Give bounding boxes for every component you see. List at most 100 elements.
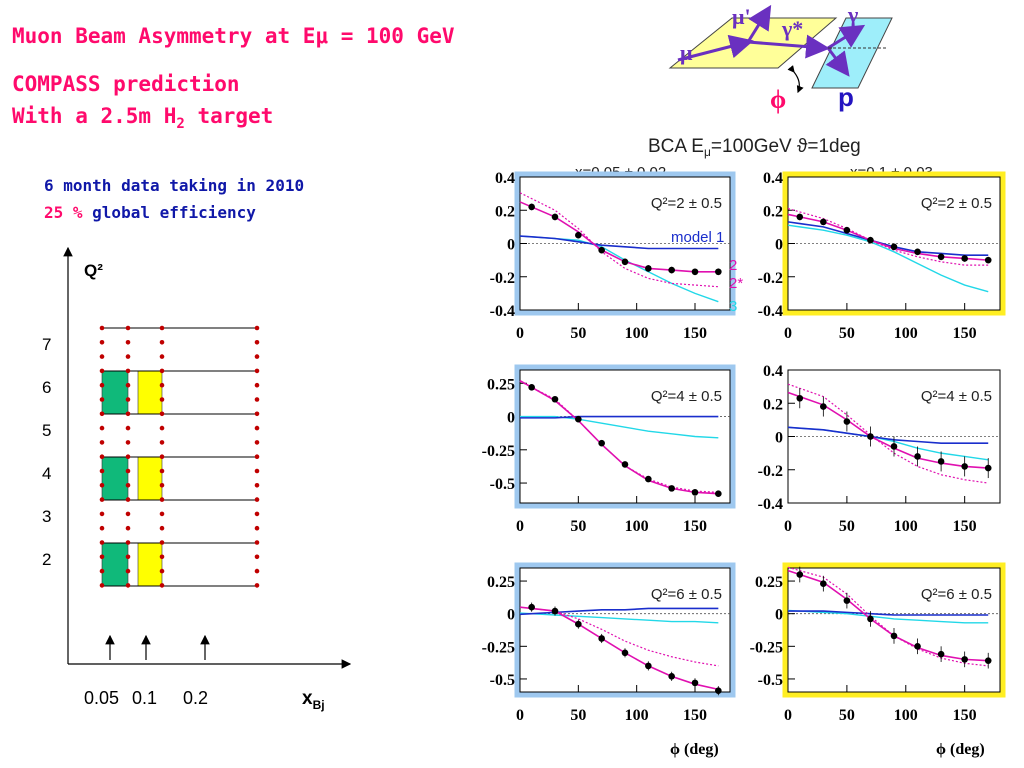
data-point bbox=[961, 255, 968, 262]
legend-model2: 2 bbox=[729, 257, 737, 274]
data-point bbox=[796, 394, 804, 402]
bin-boundary-dot bbox=[99, 568, 105, 574]
data-point bbox=[937, 458, 945, 465]
bin-boundary-dot bbox=[99, 525, 105, 531]
bin-boundary-dot bbox=[254, 368, 260, 374]
data-point bbox=[796, 571, 804, 578]
data-point bbox=[937, 253, 945, 261]
curve-model1 bbox=[787, 426, 989, 444]
data-point bbox=[645, 475, 652, 483]
panel-frame bbox=[782, 562, 1006, 698]
bin-boundary-dot bbox=[159, 368, 165, 374]
y-axis-label: Q² bbox=[84, 261, 103, 280]
bin-fill-2 bbox=[101, 456, 129, 501]
curve-model2 bbox=[519, 201, 719, 273]
bca-figure: BCA Eμ=100GeV ϑ=1deg x=0.05 ± 0.02 x=0.1… bbox=[482, 136, 1006, 758]
data-point bbox=[598, 635, 605, 642]
y-tick-label: -0.2 bbox=[758, 270, 783, 287]
muon-out-arrow bbox=[746, 4, 772, 43]
x-tick-label: 150 bbox=[953, 707, 977, 724]
bin-fill-3 bbox=[137, 456, 163, 501]
x-tick-label: 50 bbox=[570, 518, 586, 535]
curve-model1 bbox=[788, 610, 989, 616]
bin-fill-5 bbox=[137, 542, 163, 587]
bin-boundary-dot bbox=[125, 554, 131, 560]
bin-boundary-dot bbox=[125, 454, 131, 459]
data-point bbox=[621, 649, 629, 657]
y-tick-label: 3 bbox=[42, 507, 51, 526]
virtual-photon-label: γ* bbox=[781, 16, 803, 41]
data-point bbox=[820, 580, 827, 587]
panel-frame bbox=[514, 562, 736, 698]
y-tick-label: 0.4 bbox=[763, 363, 783, 380]
y-tick-label: -0.5 bbox=[490, 672, 515, 689]
y-tick-label: -0.4 bbox=[490, 303, 515, 320]
bin-fill-0 bbox=[101, 370, 129, 415]
bin-boundary-dot bbox=[159, 497, 165, 502]
x-tick-label: 0 bbox=[784, 325, 792, 342]
panel-q2-label: Q²=6 ± 0.5 bbox=[651, 586, 722, 603]
x-tick-label: 0 bbox=[516, 325, 524, 342]
data-point bbox=[937, 650, 945, 658]
data-point bbox=[645, 265, 652, 272]
bin-boundary-dot bbox=[254, 325, 260, 331]
info-efficiency: global efficiency bbox=[82, 203, 256, 222]
data-point bbox=[575, 415, 582, 423]
panel-q2-label: Q²=4 ± 0.5 bbox=[651, 388, 722, 405]
panel-frame bbox=[782, 171, 1006, 316]
panel-axes-box bbox=[519, 369, 731, 504]
photon-arrow bbox=[827, 24, 866, 50]
y-tick-label: 7 bbox=[42, 335, 51, 354]
curve-model1 bbox=[787, 221, 989, 256]
bin-boundary-dot bbox=[159, 411, 165, 417]
bin-boundary-dot bbox=[254, 554, 260, 560]
bin-boundary-dot bbox=[254, 511, 260, 517]
proton-label: p bbox=[838, 82, 854, 112]
kinematic-bins-plot: Q² 7 6 5 4 3 2 0.05 0.1 0.2 xBj bbox=[42, 246, 352, 712]
data-point bbox=[551, 607, 559, 615]
x-tick-label: 0 bbox=[784, 707, 792, 724]
bin-boundary-dot bbox=[159, 554, 165, 560]
data-point bbox=[961, 656, 968, 663]
y-tick-label: 6 bbox=[42, 378, 51, 397]
y-tick-label: 0.25 bbox=[755, 574, 783, 591]
y-tick-label: 0 bbox=[775, 237, 783, 254]
data-point bbox=[715, 268, 722, 276]
y-tick-label: -0.2 bbox=[490, 270, 515, 287]
x-tick-label: 50 bbox=[839, 707, 855, 724]
data-point bbox=[668, 673, 675, 680]
data-point bbox=[843, 226, 851, 234]
data-point bbox=[528, 603, 535, 611]
info-percent: 25 % bbox=[44, 203, 83, 222]
y-tick-label: 0.2 bbox=[763, 396, 783, 413]
panel-6: 0.25 0 -0.25 -0.5 0 50 100 150 Q²=6 ± 0.5 bbox=[750, 562, 1006, 724]
curve-model2 bbox=[519, 379, 719, 495]
curve-model3 bbox=[787, 609, 989, 624]
bin-boundary-dot bbox=[254, 440, 260, 445]
bin-boundary-dot bbox=[125, 468, 131, 474]
data-point bbox=[551, 395, 559, 403]
curve-model2 bbox=[787, 213, 989, 261]
y-tick-label: 0.25 bbox=[487, 574, 515, 591]
bin-boundary-dot bbox=[99, 468, 105, 474]
bin-boundary-dot bbox=[159, 425, 165, 431]
bin-boundary-dot bbox=[159, 583, 165, 588]
data-point bbox=[867, 433, 874, 440]
bin-boundary-dot bbox=[254, 354, 260, 359]
bin-boundary-dot bbox=[159, 354, 165, 359]
data-point bbox=[796, 213, 804, 221]
bin-boundary-dot bbox=[99, 540, 105, 545]
curve-model1 bbox=[520, 415, 719, 419]
bin-fill-1 bbox=[137, 370, 163, 415]
y-tick-label: 0.2 bbox=[763, 203, 783, 220]
x-axis-label-left: ϕ (deg) bbox=[670, 741, 719, 758]
bin-boundary-dot bbox=[99, 397, 105, 402]
bin-boundary-dot bbox=[99, 425, 105, 431]
x-tick-label: 150 bbox=[683, 325, 707, 342]
bin-boundary-dot bbox=[99, 440, 105, 445]
bin-boundary-dot bbox=[99, 554, 105, 560]
bin-boundary-dot bbox=[99, 454, 105, 459]
y-tick-label: -0.25 bbox=[482, 443, 515, 460]
